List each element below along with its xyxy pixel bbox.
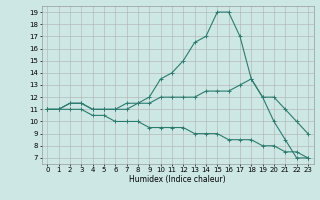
X-axis label: Humidex (Indice chaleur): Humidex (Indice chaleur) — [129, 175, 226, 184]
